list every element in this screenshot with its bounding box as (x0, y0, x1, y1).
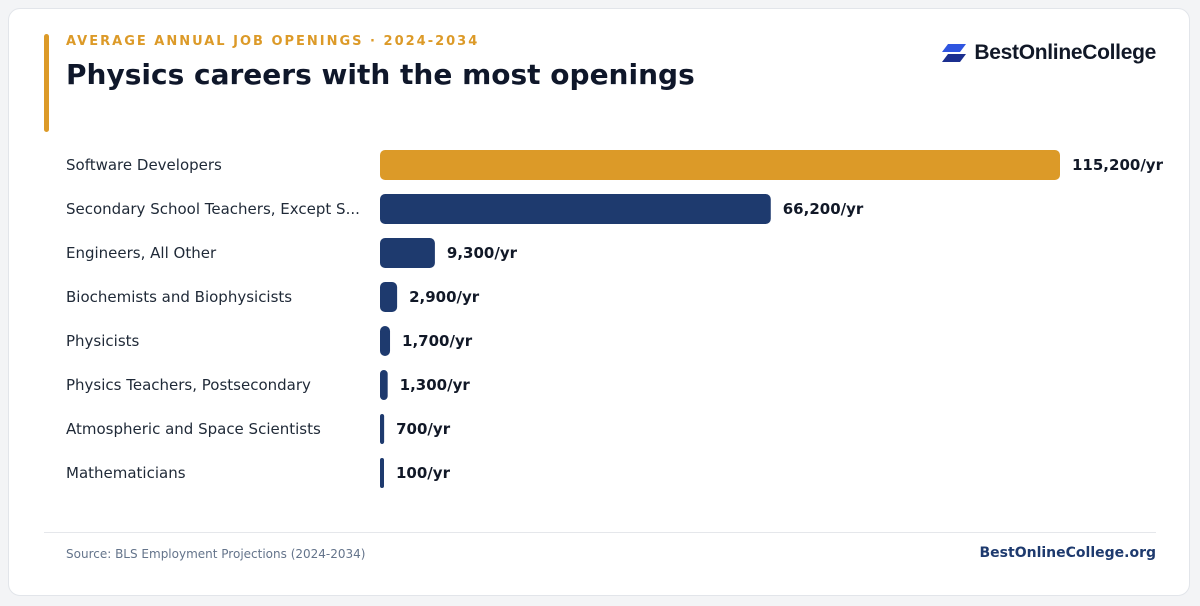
accent-bar (44, 34, 49, 132)
category-label: Physicists (66, 332, 140, 350)
bar[interactable] (380, 370, 388, 400)
category-label: Engineers, All Other (66, 244, 217, 262)
chart-card (8, 8, 1190, 596)
source-note: Source: BLS Employment Projections (2024… (66, 547, 366, 561)
category-label: Atmospheric and Space Scientists (66, 420, 321, 438)
chart-title: Physics careers with the most openings (66, 58, 695, 91)
category-label: Physics Teachers, Postsecondary (66, 376, 311, 394)
value-label: 66,200/yr (783, 200, 864, 218)
value-label: 9,300/yr (447, 244, 518, 262)
bar[interactable] (380, 458, 384, 488)
value-label: 115,200/yr (1072, 156, 1164, 174)
value-label: 2,900/yr (409, 288, 480, 306)
footer-divider (44, 532, 1156, 533)
category-label: Biochemists and Biophysicists (66, 288, 292, 306)
double-parallelogram-icon (942, 44, 967, 62)
value-label: 700/yr (396, 420, 451, 438)
brand-name: BestOnlineCollege (974, 41, 1156, 64)
brand-logo[interactable]: BestOnlineCollege (942, 40, 1156, 66)
eyebrow-subtitle: AVERAGE ANNUAL JOB OPENINGS · 2024-2034 (66, 34, 480, 49)
bar[interactable] (380, 414, 385, 444)
category-label: Secondary School Teachers, Except S... (66, 200, 360, 218)
category-label: Mathematicians (66, 464, 186, 482)
bar[interactable] (380, 150, 1060, 180)
value-label: 1,300/yr (400, 376, 471, 394)
value-label: 100/yr (396, 464, 451, 482)
bar[interactable] (380, 238, 435, 268)
category-label: Software Developers (66, 156, 222, 174)
site-link[interactable]: BestOnlineCollege.org (979, 545, 1156, 561)
bar[interactable] (380, 194, 771, 224)
value-label: 1,700/yr (402, 332, 473, 350)
bar[interactable] (380, 326, 391, 356)
bar[interactable] (380, 282, 398, 312)
